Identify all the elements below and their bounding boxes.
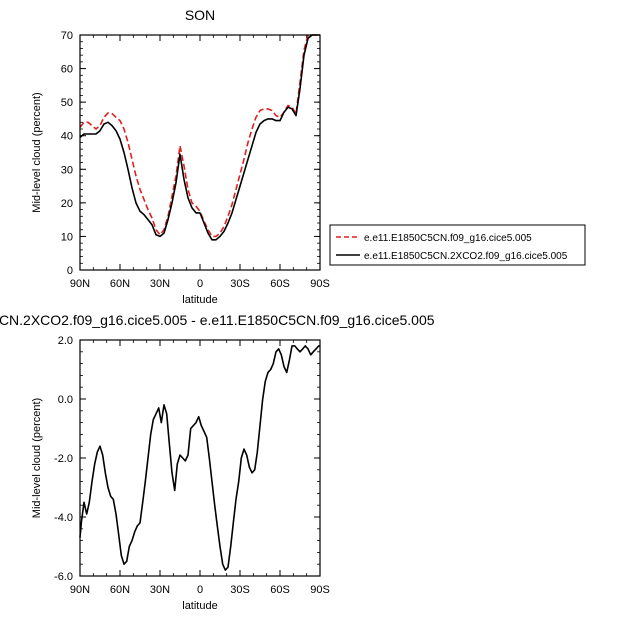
plot-frame <box>79 339 321 577</box>
y-tick-label: 70 <box>61 30 73 42</box>
plot-frame <box>79 34 321 271</box>
y-axis-label: Mid-level cloud (percent) <box>31 92 43 212</box>
y-tick-label: -2.0 <box>54 453 73 465</box>
y-tick-label: 40 <box>61 131 73 143</box>
legend-label: e.e11.E1850C5CN.2XCO2.f09_g16.cice5.005 <box>364 251 568 262</box>
y-tick-label: 50 <box>61 97 73 109</box>
y-tick-label: 0.0 <box>58 394 73 406</box>
x-tick-label: 90S <box>310 584 330 596</box>
x-tick-label: 30S <box>230 278 250 290</box>
chart-panel-2: 90N 60N 30N 0 30S 60S 90S -6.0 -4.0 -2.0 0.0 2.0 50C… <box>0 312 435 612</box>
x-axis-label: latitude <box>182 294 217 306</box>
series-line-1-1 <box>79 34 320 238</box>
x-tick-label: 0 <box>197 278 203 290</box>
series-line-2-1 <box>79 345 320 571</box>
x-tick-label: 60S <box>270 278 290 290</box>
x-tick-label: 30S <box>230 584 250 596</box>
x-tick-label: 90N <box>70 278 90 290</box>
y-tick-label: 0 <box>67 265 73 277</box>
chart-title: SON <box>185 7 215 23</box>
y-tick-label: 60 <box>61 64 73 76</box>
legend-box <box>329 224 586 266</box>
x-tick-label: 90N <box>70 584 90 596</box>
x-tick-label: 60S <box>270 584 290 596</box>
x-tick-label: 90S <box>310 278 330 290</box>
y-tick-label: -6.0 <box>54 571 73 583</box>
y-tick-label: 20 <box>61 198 73 210</box>
y-tick-label: 2.0 <box>58 335 73 347</box>
series-line-1-2 <box>79 34 320 241</box>
x-axis-label: latitude <box>182 600 217 612</box>
x-tick-label: 0 <box>197 584 203 596</box>
y-tick-label: 10 <box>61 231 73 243</box>
legend-label: e.e11.E1850C5CN.f09_g16.cice5.005 <box>364 233 532 244</box>
x-tick-label: 60N <box>110 278 130 290</box>
y-axis-label: Mid-level cloud (percent) <box>31 398 43 518</box>
y-tick-label: -4.0 <box>54 512 73 524</box>
chart-title: 50C5CN.2XCO2.f09_g16.cice5.005 - e.e11.E… <box>0 312 435 328</box>
x-tick-label: 30N <box>150 278 170 290</box>
x-tick-label: 60N <box>110 584 130 596</box>
x-tick-label: 30N <box>150 584 170 596</box>
y-tick-label: 30 <box>61 164 73 176</box>
chart-panel-1: 90N 60N 30N 0 30S 60S 90S 0 10 20 30 40 50 60 70 SON lat… <box>31 7 586 306</box>
legend: e.e11.E1850C5CN.f09_g16.cice5.005 e.e11.E… <box>329 224 586 266</box>
